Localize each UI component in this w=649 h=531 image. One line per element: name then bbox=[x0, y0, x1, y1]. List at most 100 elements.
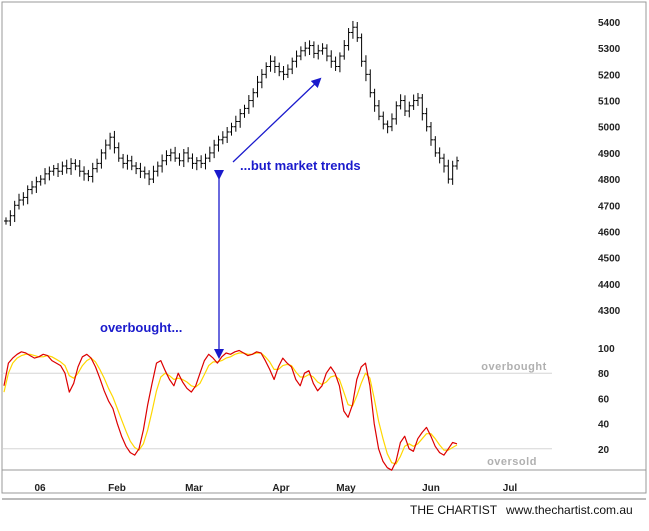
price-bar bbox=[4, 217, 8, 225]
x-tick-label: Jul bbox=[503, 483, 518, 494]
price-bar bbox=[324, 44, 329, 62]
price-bar bbox=[147, 170, 152, 186]
price-bar bbox=[342, 40, 347, 60]
price-tick-label: 4700 bbox=[598, 201, 621, 212]
chart-frame bbox=[1, 1, 647, 494]
oscillator-axis: 20 40 60 80 100 bbox=[598, 344, 615, 456]
price-bar bbox=[207, 146, 212, 163]
price-bar bbox=[203, 153, 208, 170]
annotation-market-trends: ...but market trends bbox=[240, 158, 361, 173]
x-tick-label: Feb bbox=[108, 483, 126, 494]
price-bar bbox=[8, 210, 13, 226]
price-bar bbox=[437, 147, 442, 164]
price-bar bbox=[329, 50, 334, 68]
price-bar bbox=[95, 158, 100, 173]
price-bar bbox=[285, 64, 290, 79]
price-tick-label: 4300 bbox=[598, 306, 621, 317]
oscillator-slow-line bbox=[3, 352, 458, 465]
price-bar bbox=[238, 108, 243, 128]
price-bar bbox=[368, 69, 373, 98]
price-bar bbox=[398, 94, 403, 110]
price-bar bbox=[381, 111, 386, 130]
price-bar bbox=[116, 142, 121, 162]
price-bar bbox=[255, 75, 260, 98]
price-bar bbox=[181, 148, 186, 168]
price-bar bbox=[415, 92, 420, 107]
price-bar bbox=[428, 122, 433, 146]
oscillator-tick-label: 60 bbox=[598, 394, 610, 405]
price-bar bbox=[17, 193, 22, 210]
price-bar bbox=[160, 154, 165, 173]
price-bar bbox=[112, 130, 117, 154]
footer-brand: THE CHARTIST bbox=[410, 503, 498, 517]
price-tick-label: 5400 bbox=[598, 18, 621, 29]
oscillator-tick-label: 100 bbox=[598, 344, 615, 355]
price-bar bbox=[372, 88, 377, 112]
zone-label-overbought: overbought bbox=[481, 361, 547, 373]
price-bar bbox=[264, 62, 269, 79]
price-bar bbox=[151, 165, 156, 184]
price-bar bbox=[277, 62, 282, 77]
price-bar bbox=[411, 94, 416, 110]
price-bar bbox=[212, 139, 217, 159]
price-bar bbox=[69, 158, 74, 175]
price-bar bbox=[138, 162, 143, 179]
price-bar bbox=[450, 160, 455, 185]
price-bar bbox=[56, 163, 61, 177]
price-bar bbox=[346, 28, 351, 51]
x-tick-label: Apr bbox=[272, 483, 289, 494]
price-bar bbox=[433, 136, 438, 157]
price-panel bbox=[4, 20, 459, 226]
price-bar bbox=[60, 161, 65, 175]
price-tick-label: 4600 bbox=[598, 227, 621, 238]
price-bar bbox=[281, 65, 286, 81]
price-bar bbox=[242, 104, 247, 118]
price-tick-label: 4900 bbox=[598, 149, 621, 160]
x-axis: 06 Feb Mar Apr May Jun Jul bbox=[34, 483, 517, 494]
price-tick-label: 5100 bbox=[598, 97, 621, 108]
price-bar bbox=[220, 131, 225, 145]
price-bar bbox=[290, 57, 295, 75]
price-bar bbox=[121, 153, 126, 169]
price-bar bbox=[350, 20, 355, 39]
price-bar bbox=[173, 146, 178, 162]
price-tick-label: 4800 bbox=[598, 175, 621, 186]
price-bar bbox=[394, 101, 399, 125]
price-bar bbox=[337, 52, 342, 73]
price-axis: 4300 4400 4500 4600 4700 4800 4900 5000 5100 5200… bbox=[598, 18, 621, 317]
price-tick-label: 5200 bbox=[598, 70, 621, 81]
price-bar bbox=[294, 50, 299, 68]
price-bar bbox=[420, 94, 425, 121]
price-bar bbox=[47, 166, 52, 181]
price-bar bbox=[177, 153, 182, 166]
price-bar bbox=[125, 154, 130, 170]
price-bar bbox=[199, 155, 204, 169]
price-bar bbox=[129, 155, 134, 171]
price-bar bbox=[385, 120, 390, 134]
price-bar bbox=[90, 162, 95, 183]
price-bar bbox=[30, 180, 35, 195]
price-bar bbox=[259, 69, 264, 89]
price-bar bbox=[12, 200, 17, 223]
price-tick-label: 5000 bbox=[598, 123, 621, 134]
price-bar bbox=[86, 169, 91, 182]
x-tick-label: 06 bbox=[34, 483, 46, 494]
price-bar bbox=[246, 95, 251, 114]
price-bar bbox=[99, 149, 104, 169]
price-bar bbox=[51, 164, 56, 176]
price-bar bbox=[77, 159, 82, 177]
price-bar bbox=[168, 148, 173, 162]
price-bar bbox=[316, 44, 321, 60]
price-bar bbox=[446, 159, 451, 184]
price-bar bbox=[103, 139, 108, 160]
price-bar bbox=[34, 176, 39, 193]
oscillator-tick-label: 20 bbox=[598, 445, 610, 456]
oscillator-grid bbox=[3, 372, 552, 450]
price-bar bbox=[268, 55, 273, 72]
price-bar bbox=[25, 185, 30, 205]
price-bar bbox=[441, 153, 446, 173]
price-bar bbox=[225, 126, 230, 143]
price-bar bbox=[424, 107, 429, 132]
